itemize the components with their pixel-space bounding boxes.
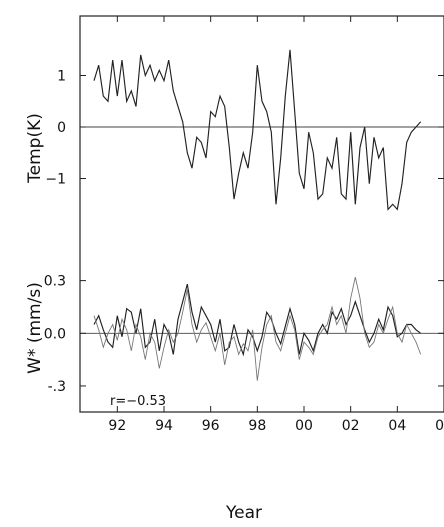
x-tick-label: 98: [248, 418, 266, 434]
y-axis-title: W* (mm/s): [25, 282, 45, 374]
y-tick-label: 0.3: [44, 274, 66, 290]
correlation-annotation: r=−0.53: [110, 394, 166, 409]
series-line-1: [94, 284, 421, 354]
x-tick-label: 04: [388, 418, 406, 434]
y-tick-label: 1: [57, 69, 66, 85]
y-tick-label: −1: [45, 172, 66, 188]
x-tick-label: 92: [108, 418, 126, 434]
x-tick-label: 94: [155, 418, 173, 434]
y-tick-label: 0.0: [44, 326, 66, 342]
x-tick-label: 96: [202, 418, 220, 434]
plot-frame: [80, 16, 444, 412]
series-line-1: [94, 50, 421, 210]
x-axis-title: Year: [225, 503, 262, 523]
x-tick-label: 02: [342, 418, 360, 434]
x-tick-label: 00: [295, 418, 313, 434]
y-tick-label: 0: [57, 120, 66, 136]
y-tick-label: -.3: [48, 379, 66, 395]
vertical-velocity-panel: 0.3 0.0 -.3W* (mm/s) 92 94 96 98 00 02 04 06 Year r=…: [25, 16, 444, 523]
x-tick-label: 06: [435, 418, 444, 434]
y-axis-title: Temp(K): [25, 113, 45, 184]
